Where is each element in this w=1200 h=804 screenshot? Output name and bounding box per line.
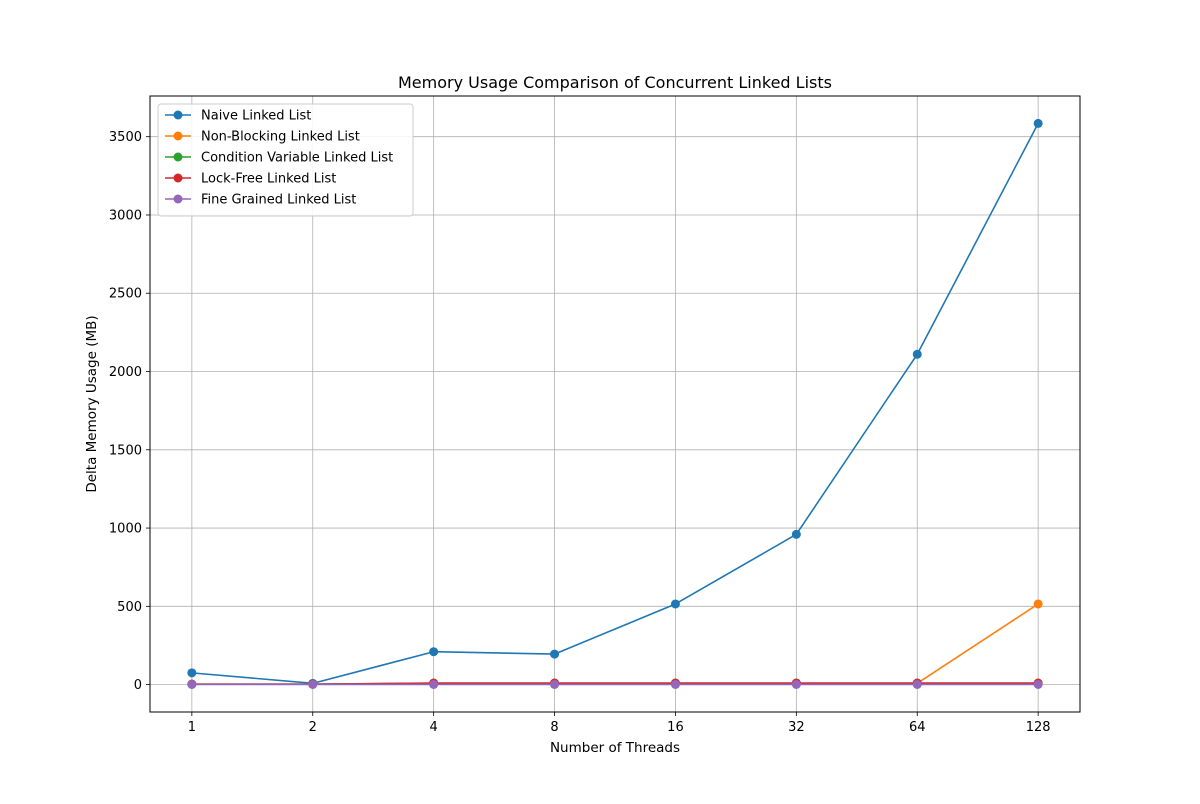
y-tick-label: 3500 [109, 130, 142, 145]
legend-label: Fine Grained Linked List [201, 193, 356, 208]
y-tick-label: 2500 [109, 287, 142, 302]
x-tick-label: 1 [188, 720, 196, 735]
legend-marker [173, 110, 183, 120]
legend-label: Condition Variable Linked List [201, 151, 393, 166]
x-tick-label: 4 [430, 720, 438, 735]
chart-title: Memory Usage Comparison of Concurrent Li… [398, 73, 832, 92]
legend-label: Lock-Free Linked List [201, 172, 336, 187]
series-line [191, 123, 1039, 685]
data-point [791, 529, 801, 539]
data-point [912, 679, 922, 689]
data-point [1033, 679, 1043, 689]
data-point [429, 647, 439, 657]
x-tick-label: 16 [667, 720, 684, 735]
legend-marker [173, 152, 183, 162]
y-tick-label: 1500 [109, 443, 142, 458]
x-tick-label: 8 [550, 720, 558, 735]
series-lines [187, 118, 1043, 689]
x-tick-label: 128 [1026, 720, 1051, 735]
legend: Naive Linked List Non-Blocking Linked Lis… [157, 103, 414, 217]
data-point [791, 679, 801, 689]
legend-box [157, 103, 414, 217]
data-point [912, 349, 922, 359]
legend-marker [173, 194, 183, 204]
x-tick-label: 64 [909, 720, 926, 735]
x-axis-label: Number of Threads [550, 740, 680, 756]
data-point [429, 679, 439, 689]
data-point [1033, 599, 1043, 609]
series-fine-grained-linked-list [187, 679, 1043, 689]
y-tick-label: 500 [117, 600, 142, 615]
legend-marker [173, 173, 183, 183]
y-tick-label: 2000 [109, 365, 142, 380]
legend-label: Non-Blocking Linked List [201, 130, 360, 145]
x-tick-label: 2 [309, 720, 317, 735]
data-point [550, 679, 560, 689]
plot-area-frame [149, 95, 1081, 713]
data-point [308, 679, 318, 689]
axis-ticks: 1 2 4 8 16 32 64 128 0 500 1000 1500 2000 2500 3000 350… [109, 130, 1051, 735]
data-point [550, 649, 560, 659]
data-point [187, 668, 197, 678]
data-point [1033, 118, 1043, 128]
x-tick-label: 32 [788, 720, 805, 735]
y-axis-label: Delta Memory Usage (MB) [84, 315, 100, 492]
legend-label: Naive Linked List [201, 109, 311, 124]
data-point [187, 679, 197, 689]
y-tick-label: 0 [134, 678, 142, 693]
data-point [670, 599, 680, 609]
data-point [670, 679, 680, 689]
legend-marker [173, 131, 183, 141]
y-tick-label: 3000 [109, 208, 142, 223]
y-tick-label: 1000 [109, 522, 142, 537]
